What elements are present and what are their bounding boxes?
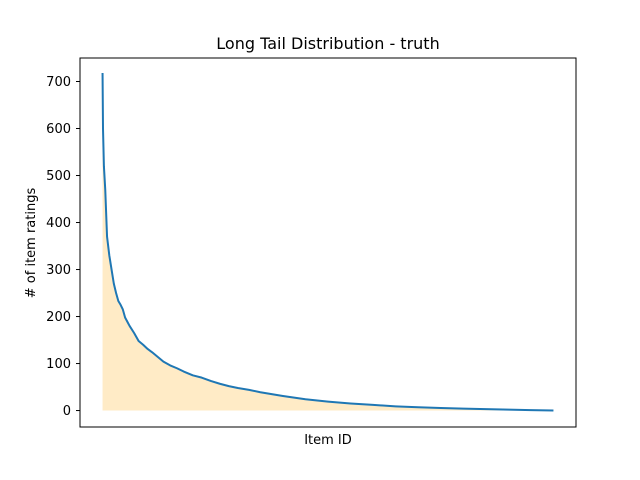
- y-tick-label: 500: [46, 169, 71, 184]
- chart-title: Long Tail Distribution - truth: [216, 34, 439, 53]
- y-tick-label: 0: [63, 404, 71, 419]
- y-tick-label: 300: [46, 263, 71, 278]
- y-tick-label: 600: [46, 122, 71, 137]
- y-axis: 0 100 200 300 400 500 600 700: [46, 75, 80, 419]
- line-layer: [101, 73, 554, 412]
- series-line: [101, 73, 554, 412]
- x-axis-label: Item ID: [304, 433, 352, 448]
- plot-frame: [79, 57, 577, 428]
- area-layer: [102, 73, 554, 411]
- series-area-fill: [102, 73, 554, 411]
- y-axis-label: # of item ratings: [24, 188, 39, 299]
- y-tick-label: 200: [46, 310, 71, 325]
- y-tick-label: 400: [46, 216, 71, 231]
- y-tick-label: 700: [46, 75, 71, 90]
- y-tick-label: 100: [46, 357, 71, 372]
